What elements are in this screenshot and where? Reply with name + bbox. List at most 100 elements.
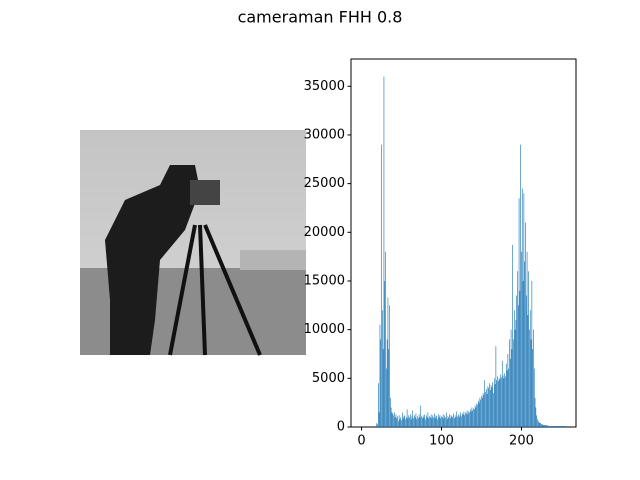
- bar: [426, 417, 428, 427]
- bar: [457, 414, 459, 427]
- bar: [481, 397, 483, 427]
- bar: [549, 426, 550, 427]
- bar: [553, 426, 554, 427]
- bar: [463, 411, 465, 427]
- bar: [543, 425, 545, 427]
- bar: [437, 414, 439, 427]
- bar: [426, 415, 427, 427]
- bar: [507, 353, 509, 427]
- bar: [428, 418, 430, 427]
- y-tick-label: 25000: [304, 176, 345, 191]
- bar: [473, 408, 474, 427]
- bar: [450, 415, 452, 427]
- bar: [497, 381, 499, 427]
- bar: [478, 402, 480, 427]
- bar: [495, 346, 497, 427]
- bar: [516, 295, 517, 427]
- bar: [409, 417, 410, 427]
- bar: [456, 411, 458, 427]
- bar: [485, 391, 486, 427]
- bar: [555, 426, 557, 427]
- bar: [405, 419, 406, 427]
- bar: [461, 416, 462, 427]
- bar: [565, 426, 566, 427]
- bar: [387, 297, 389, 427]
- bar: [465, 412, 466, 427]
- bar: [419, 417, 421, 427]
- bar: [395, 414, 397, 427]
- bar: [400, 417, 402, 427]
- bar: [509, 358, 511, 427]
- bar: [459, 415, 461, 427]
- bar: [397, 416, 398, 427]
- bar: [420, 405, 422, 427]
- bar: [408, 415, 410, 427]
- bar: [481, 395, 482, 427]
- y-tick-label: 0: [337, 420, 345, 435]
- bar: [540, 423, 541, 427]
- bar: [493, 392, 494, 427]
- image: [80, 130, 306, 356]
- bar: [533, 329, 534, 427]
- bar: [427, 412, 429, 427]
- bar: [479, 397, 481, 427]
- bar: [418, 418, 419, 427]
- bar: [537, 419, 538, 427]
- bar: [469, 409, 471, 427]
- bar: [412, 410, 414, 427]
- bar: [505, 363, 507, 427]
- bar: [466, 410, 468, 427]
- bar: [467, 414, 469, 427]
- bar: [537, 421, 539, 427]
- bar: [386, 339, 388, 427]
- bar: [444, 415, 446, 427]
- y-tick-label: 30000: [304, 127, 345, 142]
- bar: [517, 305, 519, 427]
- bar: [382, 349, 384, 427]
- bar: [514, 329, 516, 427]
- bar: [559, 426, 561, 427]
- bar: [561, 426, 562, 427]
- bar: [461, 413, 463, 427]
- bar: [406, 409, 408, 427]
- bar: [471, 407, 473, 427]
- bar: [403, 416, 405, 427]
- bar: [378, 412, 380, 427]
- bar: [536, 415, 537, 427]
- bar: [552, 426, 553, 427]
- bar: [547, 425, 549, 427]
- bar: [515, 319, 517, 427]
- bar: [445, 412, 447, 427]
- x-tick-label: 0: [357, 434, 365, 449]
- bar: [498, 378, 500, 427]
- bar: [528, 271, 529, 427]
- bar: [497, 376, 498, 427]
- bar: [394, 417, 396, 427]
- bar: [523, 193, 525, 427]
- bar: [393, 415, 394, 427]
- bar: [477, 400, 479, 427]
- bar: [521, 251, 522, 427]
- bar: [560, 426, 561, 427]
- bar: [492, 382, 494, 427]
- bar: [510, 329, 512, 427]
- bar: [545, 425, 547, 427]
- bar: [391, 412, 393, 427]
- bar: [448, 417, 450, 427]
- x-tick-label: 100: [429, 434, 454, 449]
- bar: [494, 384, 496, 427]
- bar: [475, 407, 477, 427]
- bar: [430, 414, 432, 427]
- bar: [527, 315, 529, 427]
- bar: [435, 415, 437, 427]
- bar: [462, 414, 464, 427]
- bar: [502, 375, 504, 427]
- bar: [499, 379, 501, 427]
- bar: [457, 416, 458, 427]
- y-tick-label: 20000: [304, 225, 345, 240]
- bar: [445, 417, 446, 427]
- bar: [399, 419, 401, 427]
- bar: [513, 339, 514, 427]
- y-tick-label: 35000: [304, 79, 345, 94]
